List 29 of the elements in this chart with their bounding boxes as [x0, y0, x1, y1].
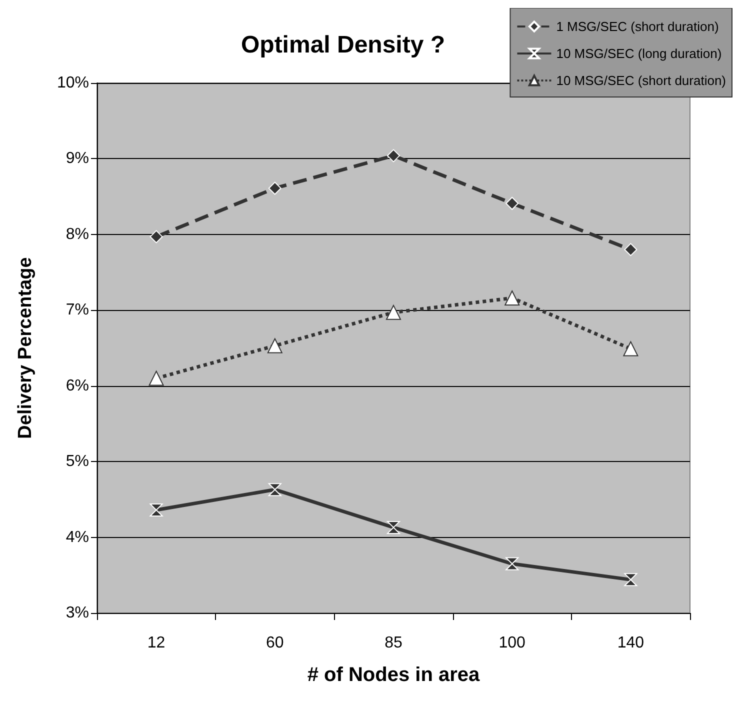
x-tick-label: 140	[617, 634, 644, 652]
x-axis-title: # of Nodes in area	[307, 664, 481, 686]
point	[387, 149, 400, 162]
y-axis-title: Delivery Percentage	[15, 257, 36, 439]
x-tick-label: 85	[384, 634, 402, 652]
point	[624, 243, 638, 256]
x-tick-label: 60	[266, 634, 284, 652]
point	[506, 196, 519, 210]
y-tick-label: 9%	[66, 150, 89, 168]
y-tick-label: 4%	[66, 528, 89, 546]
point	[148, 370, 164, 386]
legend-label: 1 MSG/SEC (short duration)	[556, 19, 719, 34]
chart-title: Optimal Density ?	[240, 32, 446, 58]
y-tick-label: 8%	[66, 226, 89, 243]
y-tick-label: 7%	[66, 302, 89, 319]
legend-label: 10 MSG/SEC (long duration)	[556, 46, 722, 61]
y-tick-label: 3%	[66, 604, 89, 622]
legend-label: 10 MSG/SEC (short duration)	[556, 73, 726, 88]
point	[504, 290, 520, 306]
y-tick-label: 10%	[56, 74, 89, 92]
point	[386, 304, 401, 320]
y-tick-label: 6%	[66, 377, 89, 394]
point	[623, 341, 638, 356]
x-tick-label: 12	[147, 634, 166, 652]
point	[268, 182, 282, 195]
point	[267, 338, 282, 354]
y-tick-label: 5%	[66, 453, 89, 470]
x-tick-label: 100	[498, 634, 526, 652]
point	[150, 230, 163, 244]
